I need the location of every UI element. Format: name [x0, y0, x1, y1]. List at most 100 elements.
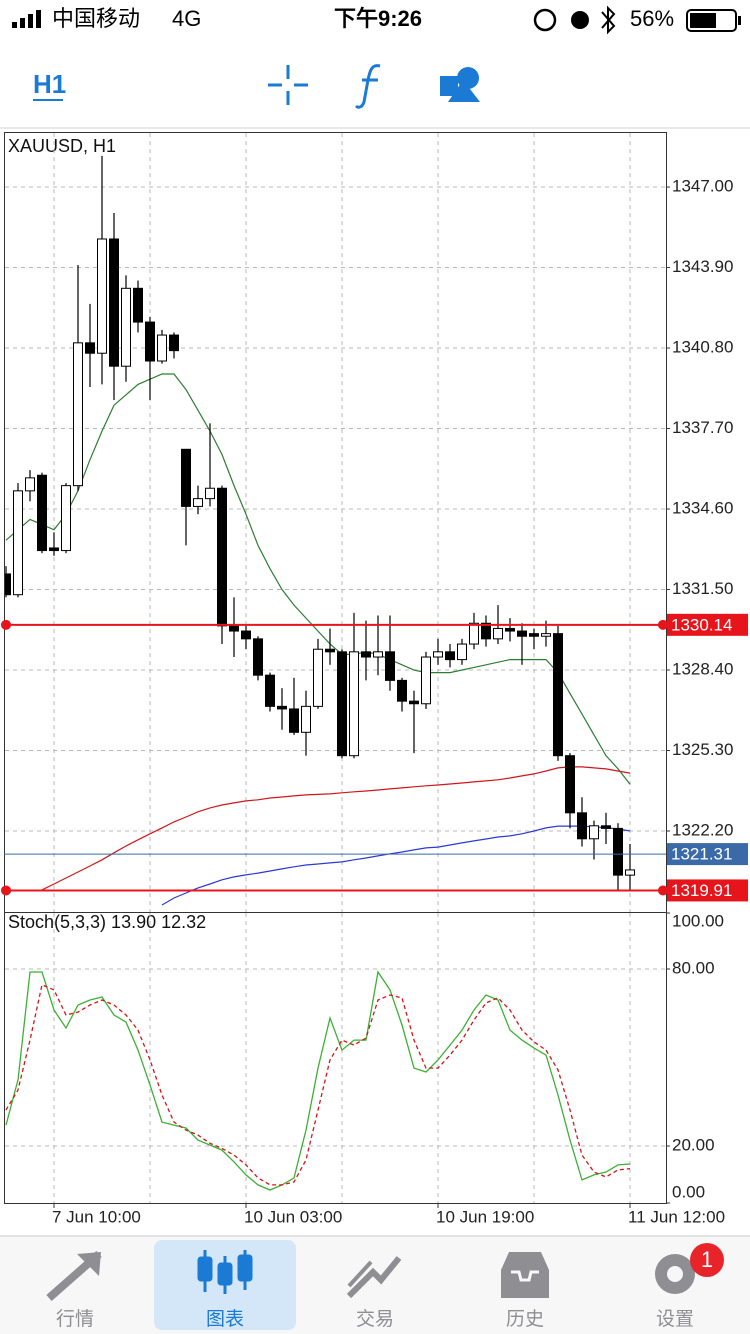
- tab-label[interactable]: 设置: [656, 1308, 694, 1330]
- candle-body: [313, 648, 323, 707]
- candle-body: [49, 547, 59, 552]
- tab-icon: [46, 1250, 102, 1302]
- tab-label[interactable]: 交易: [356, 1308, 394, 1330]
- candle-body: [493, 627, 503, 640]
- price-label: 1321.31: [671, 845, 732, 864]
- candle-body: [61, 485, 71, 552]
- tab-icon-part: [237, 1254, 253, 1282]
- price-line-handle: [1, 885, 11, 896]
- candle-body: [613, 827, 623, 876]
- candle-body: [553, 633, 563, 757]
- tab-icon-part: [667, 1266, 683, 1282]
- candle-body: [433, 651, 443, 658]
- y-tick-label: 1331.50: [672, 579, 733, 598]
- candle-body: [241, 630, 251, 640]
- candle-body: [121, 287, 131, 367]
- x-tick-label: 10 Jun 03:00: [244, 1207, 342, 1226]
- y-tick-label: 0.00: [672, 1182, 705, 1201]
- candle-body: [421, 656, 431, 705]
- timeframe-button[interactable]: H1: [33, 69, 66, 99]
- y-tick-label: 1334.60: [672, 499, 733, 518]
- tab-bar-bg: [0, 1236, 750, 1334]
- candle-body: [73, 342, 83, 487]
- signal-bar: [12, 22, 17, 28]
- candle-body: [85, 342, 95, 354]
- candle-body: [145, 321, 155, 362]
- price-label-box: [667, 879, 748, 902]
- candle-body: [5, 573, 11, 596]
- moving-average: [5, 373, 631, 785]
- candle-body: [517, 630, 527, 637]
- tab-label[interactable]: 行情: [56, 1308, 94, 1330]
- moving-average: [41, 766, 631, 891]
- badge-count: 1: [701, 1247, 713, 1272]
- candle-body: [229, 625, 239, 632]
- candle-body: [253, 638, 263, 676]
- battery-tip: [738, 16, 741, 25]
- candle-body: [541, 633, 551, 637]
- candle-body: [157, 334, 167, 362]
- oscillator-line: [5, 984, 631, 1186]
- candle-body: [205, 487, 215, 500]
- tab-icon-part: [77, 1252, 101, 1276]
- candle-body: [469, 622, 479, 645]
- crosshair-button[interactable]: [268, 65, 308, 105]
- candle-body: [589, 825, 599, 840]
- candle-body: [529, 633, 539, 637]
- lock-icon: [533, 8, 557, 32]
- tab-label[interactable]: 历史: [506, 1308, 544, 1330]
- oscillator-line: [5, 970, 631, 1191]
- price-line-handle: [658, 619, 668, 630]
- candle-body: [109, 238, 119, 367]
- price-plot: [5, 155, 635, 906]
- candle-body: [265, 674, 275, 707]
- candle-body: [97, 238, 107, 354]
- y-tick-label: 1325.30: [672, 740, 733, 759]
- alarm-icon: [571, 11, 589, 29]
- price-label-box: [667, 613, 748, 636]
- tab-icon: [655, 1254, 695, 1294]
- tab-label[interactable]: 图表: [206, 1308, 244, 1330]
- y-tick-label: 100.00: [672, 911, 724, 930]
- tab-bar: 行情 图表 交易 历史 设置 1: [0, 1235, 750, 1334]
- candle-body: [349, 651, 359, 757]
- tab-icon: [501, 1252, 549, 1298]
- y-tick-label: 1347.00: [672, 177, 733, 196]
- candle-body: [625, 869, 635, 876]
- signal-bar: [28, 14, 33, 28]
- candle-body: [25, 477, 35, 492]
- tab-icon-part: [501, 1252, 549, 1298]
- clock: 下午9:26: [334, 6, 422, 31]
- price-label-box: [667, 843, 748, 866]
- candle-body: [445, 651, 455, 661]
- candle-body: [301, 705, 311, 733]
- candle-body: [193, 498, 203, 507]
- y-tick-label: 1328.40: [672, 659, 733, 678]
- candle-body: [397, 679, 407, 702]
- tab-icon: [197, 1250, 253, 1294]
- indicators-button[interactable]: [354, 64, 381, 109]
- status-bar: 中国移动 4G 下午9:26 56%: [12, 5, 741, 35]
- candle-body: [325, 648, 335, 653]
- tab-icon-part: [346, 1256, 402, 1299]
- chart-frame: [4, 132, 667, 1204]
- candle-body: [577, 812, 587, 840]
- battery-level: 56%: [630, 6, 674, 31]
- candle-body: [289, 708, 299, 733]
- candle-body: [565, 755, 575, 814]
- y-tick-label: 1322.20: [672, 820, 733, 839]
- chart-title: XAUUSD, H1: [8, 136, 116, 156]
- objects-button[interactable]: [440, 67, 480, 102]
- tab-icon-part: [197, 1256, 213, 1282]
- candle-body: [373, 651, 383, 658]
- candle-body: [37, 474, 47, 552]
- candle-body: [13, 490, 23, 596]
- toolbar: H1: [0, 64, 750, 129]
- tab-icon-part: [217, 1262, 233, 1286]
- moving-average: [161, 825, 631, 906]
- oscillator-title: Stoch(5,3,3) 13.90 12.32: [8, 912, 206, 932]
- price-label: 1330.14: [671, 615, 732, 634]
- x-tick-label: 7 Jun 10:00: [52, 1207, 141, 1226]
- plot-layer: 7 Jun 10:00 10 Jun 03:00 10 Jun 19:00 11 Ju…: [1, 133, 748, 1226]
- candle-body: [133, 287, 143, 323]
